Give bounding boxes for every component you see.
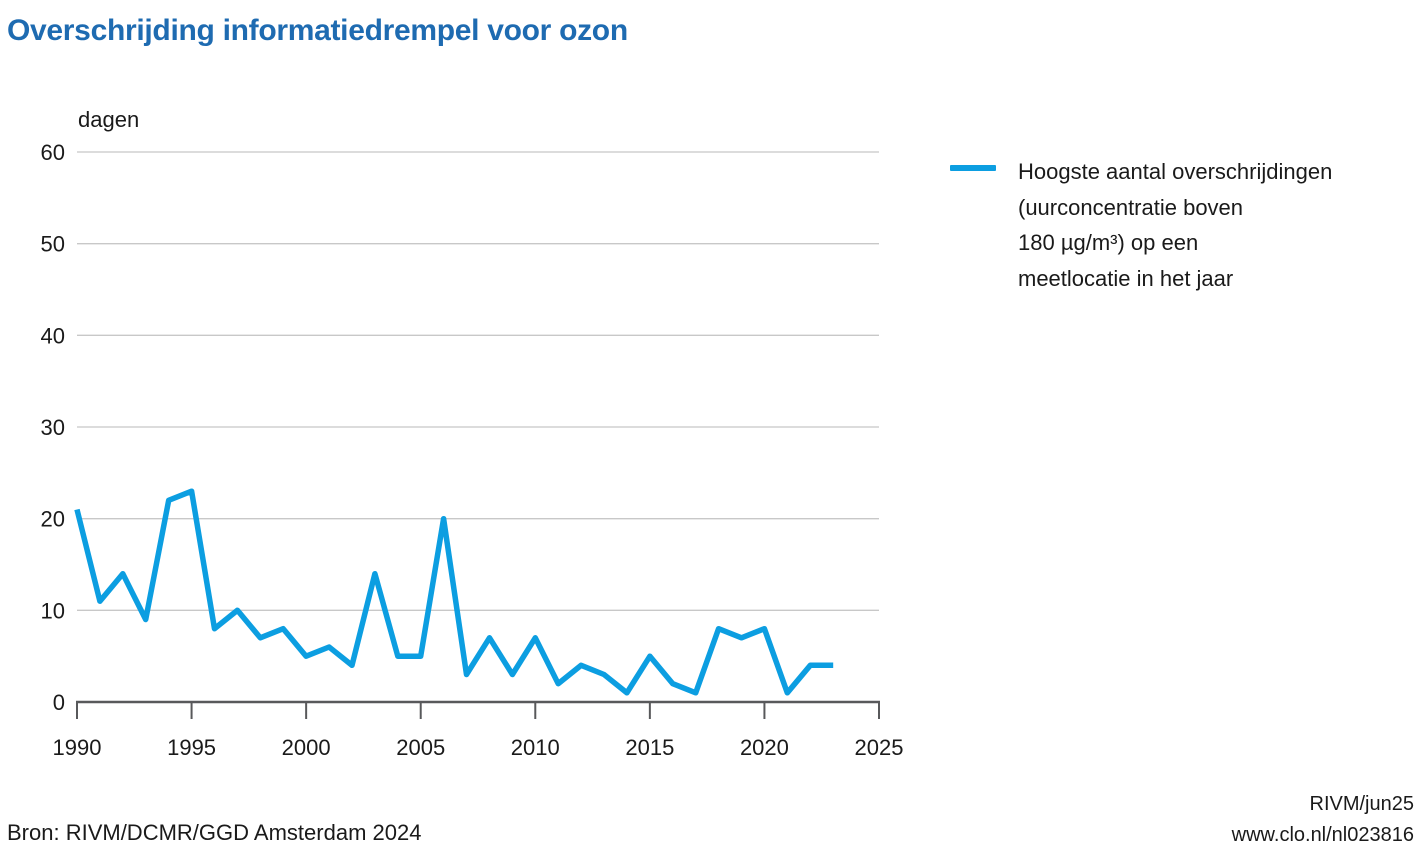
y-tick-label: 20 (41, 507, 65, 532)
y-tick-label: 30 (41, 415, 65, 440)
x-tick-label: 2005 (396, 735, 445, 760)
y-tick-label: 0 (53, 690, 65, 715)
x-tick-label: 2000 (282, 735, 331, 760)
legend-label-line: (uurconcentratie boven (1018, 194, 1244, 220)
x-tick-label: 1995 (167, 735, 216, 760)
line-chart: dagen 0 10 20 30 40 50 60 1990 1995 2000 2005 2010 20… (41, 107, 904, 760)
legend-label-line: meetlocatie in het jaar (1018, 265, 1234, 291)
page-title: Overschrijding informatiedrempel voor oz… (7, 14, 628, 47)
legend-label-line: 180 µg/m³) op een (1018, 230, 1199, 255)
x-tick-label: 2015 (625, 735, 674, 760)
x-tick-label: 2010 (511, 735, 560, 760)
source-note: Bron: RIVM/DCMR/GGD Amsterdam 2024 (7, 820, 422, 845)
x-tick-label: 2025 (855, 735, 904, 760)
y-axis-unit-label: dagen (78, 107, 139, 132)
y-tick-label: 10 (41, 598, 65, 623)
legend-label: Hoogste aantal overschrijdingen (uurconc… (1018, 154, 1332, 296)
legend-line-swatch (950, 165, 996, 171)
y-tick-label: 50 (41, 232, 65, 257)
x-tick-label: 2020 (740, 735, 789, 760)
x-tick-label: 1990 (53, 735, 102, 760)
footer-credits: RIVM/jun25 www.clo.nl/nl023816 (1232, 789, 1414, 851)
footer-url[interactable]: www.clo.nl/nl023816 (1231, 824, 1414, 846)
y-tick-label: 40 (41, 323, 65, 348)
credit-note: RIVM/jun25 (1309, 793, 1415, 815)
y-tick-label: 60 (41, 140, 65, 165)
data-series-line (74, 488, 834, 696)
legend-label-line: Hoogste aantal overschrijdingen (1018, 159, 1333, 184)
